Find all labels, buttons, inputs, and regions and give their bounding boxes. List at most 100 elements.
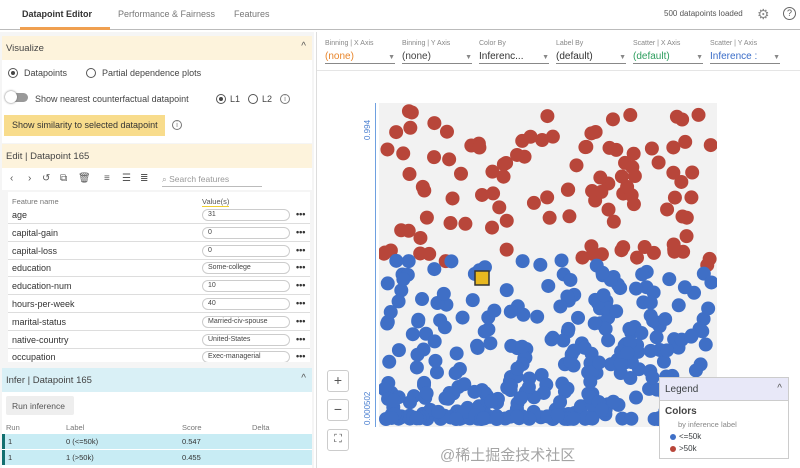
chevron-up-icon[interactable]: ^ — [777, 383, 782, 394]
datapoint-low[interactable] — [658, 312, 673, 327]
chevron-up-icon[interactable]: ^ — [301, 41, 306, 52]
feature-value-input[interactable]: 0 — [202, 244, 290, 257]
datapoint-high[interactable] — [602, 140, 617, 155]
datapoint-high[interactable] — [485, 164, 500, 179]
datapoint-low[interactable] — [595, 265, 610, 280]
datapoint-low[interactable] — [394, 283, 409, 298]
datapoint-high[interactable] — [427, 150, 442, 165]
datapoint-high[interactable] — [486, 186, 501, 201]
zoom-in-button[interactable]: + — [327, 370, 349, 392]
datapoint-low[interactable] — [662, 272, 677, 287]
datapoint-high[interactable] — [651, 155, 666, 170]
datapoint-low[interactable] — [563, 272, 578, 287]
datapoint-high[interactable] — [614, 169, 629, 184]
scatter-plot[interactable] — [377, 103, 719, 427]
datapoint-high[interactable] — [403, 120, 418, 135]
legend-header[interactable]: Legend ^ — [660, 378, 788, 401]
datapoint-high[interactable] — [606, 214, 621, 229]
datapoint-high[interactable] — [492, 200, 507, 215]
datapoint-high[interactable] — [666, 237, 681, 252]
datapoint-low[interactable] — [503, 378, 518, 393]
datapoint-low[interactable] — [601, 333, 616, 348]
datapoint-low[interactable] — [396, 272, 411, 287]
datapoint-high[interactable] — [644, 141, 659, 156]
feature-value-input[interactable]: Some-college — [202, 262, 290, 275]
show-similarity-button[interactable]: Show similarity to selected datapoint — [4, 115, 165, 136]
datapoint-low[interactable] — [483, 336, 498, 351]
datapoint-low[interactable] — [585, 411, 600, 426]
datapoint-low[interactable] — [402, 395, 417, 410]
dropdown-color-by[interactable]: Color By Inferenc... ▼ — [479, 40, 549, 64]
datapoint-low[interactable] — [484, 394, 499, 409]
datapoint-high[interactable] — [535, 133, 550, 148]
sort-icon[interactable]: ≡ — [104, 173, 110, 184]
datapoint-low[interactable] — [521, 380, 536, 395]
datapoint-low[interactable] — [634, 326, 649, 341]
datapoint-low[interactable] — [701, 301, 716, 316]
datapoint-low[interactable] — [554, 253, 569, 268]
datapoint-low[interactable] — [540, 409, 555, 424]
datapoint-high[interactable] — [380, 142, 395, 157]
datapoint-high[interactable] — [660, 202, 675, 217]
datapoint-low[interactable] — [695, 324, 710, 339]
datapoint-low[interactable] — [428, 353, 443, 368]
delete-icon[interactable]: 🗑 — [78, 173, 91, 184]
datapoint-high[interactable] — [401, 223, 416, 238]
datapoint-low[interactable] — [427, 334, 442, 349]
list-icon[interactable]: ≣ — [140, 173, 149, 184]
datapoint-low[interactable] — [509, 409, 524, 424]
datapoint-high[interactable] — [685, 165, 700, 180]
datapoint-high[interactable] — [389, 125, 404, 140]
datapoint-low[interactable] — [577, 340, 592, 355]
datapoint-low[interactable] — [410, 347, 425, 362]
datapoint-high[interactable] — [443, 216, 458, 231]
datapoint-high[interactable] — [415, 179, 430, 194]
datapoint-high[interactable] — [453, 166, 468, 181]
datapoint-low[interactable] — [688, 363, 703, 378]
datapoint-low[interactable] — [620, 345, 635, 360]
datapoint-high[interactable] — [523, 129, 538, 144]
datapoint-high[interactable] — [678, 134, 693, 149]
datapoint-low[interactable] — [383, 305, 398, 320]
datapoint-low[interactable] — [629, 390, 644, 405]
datapoint-low[interactable] — [405, 327, 420, 342]
chevron-up-icon[interactable]: ^ — [301, 373, 306, 384]
datapoint-low[interactable] — [623, 371, 638, 386]
datapoint-low[interactable] — [587, 316, 602, 331]
datapoint-low[interactable] — [606, 394, 621, 409]
datapoint-high[interactable] — [625, 160, 640, 175]
datapoint-high[interactable] — [605, 112, 620, 127]
datapoint-high[interactable] — [588, 124, 603, 139]
dropdown-binning-y-axis[interactable]: Binning | Y Axis (none) ▼ — [402, 40, 472, 64]
datapoint-low[interactable] — [533, 257, 548, 272]
datapoint-low[interactable] — [386, 393, 401, 408]
datapoint-low[interactable] — [470, 338, 485, 353]
more-icon[interactable]: ••• — [296, 315, 306, 326]
datapoint-low[interactable] — [596, 288, 611, 303]
datapoint-low[interactable] — [389, 253, 404, 268]
col-value[interactable]: Value(s) — [202, 197, 230, 207]
datapoint-low[interactable] — [437, 320, 452, 335]
datapoint-low[interactable] — [409, 411, 424, 426]
l2-radio[interactable] — [248, 94, 258, 104]
datapoint-low[interactable] — [560, 289, 575, 304]
datapoint-high[interactable] — [593, 170, 608, 185]
datapoint-low[interactable] — [441, 391, 456, 406]
datapoint-low[interactable] — [530, 309, 545, 324]
datapoint-low[interactable] — [427, 262, 442, 277]
datapoint-low[interactable] — [429, 365, 444, 380]
datapoint-high[interactable] — [499, 213, 514, 228]
feature-value-input[interactable]: 31 — [202, 209, 290, 221]
datapoint-low[interactable] — [510, 361, 525, 376]
infer-header[interactable]: Infer | Datapoint 165 ^ — [2, 368, 312, 392]
datapoint-low[interactable] — [380, 316, 395, 331]
datapoint-low[interactable] — [444, 254, 459, 269]
datapoint-low[interactable] — [623, 335, 638, 350]
datapoint-low[interactable] — [515, 254, 530, 269]
zoom-out-button[interactable]: − — [327, 399, 349, 421]
dropdown-scatter-x-axis[interactable]: Scatter | X Axis (default) ▼ — [633, 40, 703, 64]
datapoint-low[interactable] — [573, 399, 588, 414]
datapoint-low[interactable] — [503, 304, 518, 319]
feature-value-input[interactable]: United-States — [202, 333, 290, 346]
dropdown-scatter-y-axis[interactable]: Scatter | Y Axis Inference : ▼ — [710, 40, 780, 64]
